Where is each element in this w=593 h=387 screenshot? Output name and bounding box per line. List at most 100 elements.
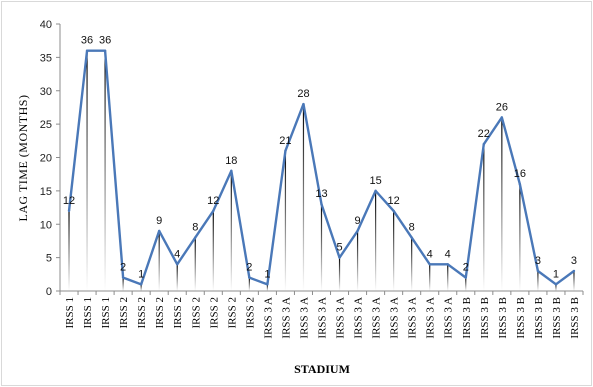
- x-tick-label: IRSS 3 B: [461, 297, 473, 339]
- data-point: [338, 256, 341, 259]
- x-axis: IRSS 1 IRSS 1 IRSS 1 IRSS 2 IRSS 2 IRSS 2 IRSS…: [59, 290, 584, 339]
- drop-line: [447, 264, 449, 291]
- x-axis-title: STADIUM: [294, 362, 350, 376]
- data-label: 4: [427, 248, 433, 260]
- x-tick-label: IRSS 2: [226, 297, 238, 329]
- data-point: [500, 116, 504, 119]
- data-point: [121, 276, 125, 279]
- data-point: [139, 283, 143, 286]
- x-tick-label: IRSS 3 A: [298, 297, 310, 339]
- data-point: [482, 142, 486, 146]
- data-point: [428, 263, 431, 266]
- x-tick-label: IRSS 3 A: [407, 297, 419, 339]
- data-point: [85, 49, 89, 52]
- data-point: [67, 209, 71, 213]
- data-label: 21: [279, 135, 291, 147]
- drop-line: [266, 284, 268, 291]
- drop-lines: [68, 50, 575, 292]
- data-label: 1: [138, 268, 144, 280]
- data-label: 22: [478, 128, 490, 140]
- data-label: 36: [99, 35, 111, 47]
- data-point: [572, 269, 576, 273]
- data-label: 4: [445, 248, 451, 260]
- y-tick-label: 15: [40, 186, 52, 198]
- x-tick-label: IRSS 2: [208, 297, 220, 329]
- x-tick-label: IRSS 3 B: [515, 297, 527, 339]
- data-point: [536, 269, 540, 273]
- y-tick-label: 35: [40, 52, 52, 64]
- x-tick-label: IRSS 3 A: [280, 297, 292, 339]
- data-label: 26: [496, 101, 508, 113]
- data-point: [392, 209, 395, 213]
- data-label: 1: [264, 268, 270, 280]
- data-label: 8: [192, 222, 198, 234]
- data-point: [374, 189, 377, 193]
- data-label: 1: [553, 268, 559, 280]
- data-point: [103, 49, 107, 52]
- drop-line: [176, 264, 178, 291]
- drop-line: [158, 230, 160, 291]
- x-tick-label: IRSS 3 A: [335, 297, 347, 339]
- x-tick-label: IRSS 2: [136, 297, 148, 329]
- drop-line: [86, 50, 88, 292]
- x-tick-label: IRSS 1: [82, 297, 94, 329]
- data-point: [157, 229, 161, 233]
- data-point: [446, 263, 449, 266]
- x-tick-label: IRSS 1: [100, 297, 112, 329]
- data-point: [176, 263, 179, 266]
- drop-line: [140, 284, 142, 291]
- data-label: 9: [355, 215, 361, 227]
- data-label: 12: [207, 195, 219, 207]
- x-tick-label: IRSS 3 A: [371, 297, 383, 339]
- x-tick-label: IRSS 3 A: [262, 297, 274, 339]
- drop-line: [230, 170, 232, 291]
- data-label: 3: [571, 255, 577, 267]
- x-tick-label: IRSS 3 B: [569, 297, 581, 339]
- data-point: [266, 283, 269, 286]
- data-label: 16: [514, 168, 526, 180]
- data-label: 36: [81, 35, 93, 47]
- y-axis-title: LAG TIME (MONTHS): [16, 95, 30, 222]
- drop-line: [302, 104, 305, 291]
- data-label: 8: [409, 222, 415, 234]
- x-tick-label: IRSS 2: [118, 297, 130, 329]
- data-point: [230, 169, 233, 173]
- drop-line: [375, 190, 377, 291]
- y-tick-label: 5: [46, 253, 52, 265]
- data-label: 5: [336, 242, 342, 254]
- drop-line: [573, 270, 575, 291]
- drop-line: [356, 230, 359, 291]
- drop-line: [519, 184, 521, 291]
- data-label: 18: [225, 155, 237, 167]
- drop-line: [393, 210, 395, 291]
- data-point: [464, 276, 467, 279]
- x-tick-label: IRSS 3 A: [425, 297, 437, 339]
- data-point: [194, 236, 197, 239]
- x-tick-label: IRSS 3 A: [443, 297, 455, 339]
- drop-line: [248, 277, 250, 291]
- drop-line: [429, 264, 431, 291]
- x-tick-label: IRSS 2: [172, 297, 184, 329]
- y-tick-label: 25: [40, 119, 52, 131]
- drop-line: [68, 210, 70, 291]
- x-tick-label: IRSS 3 B: [497, 297, 509, 339]
- data-label: 2: [463, 262, 469, 274]
- data-point: [284, 149, 287, 153]
- data-label: 2: [246, 262, 252, 274]
- y-tick-label: 0: [46, 286, 52, 298]
- drop-line: [338, 257, 341, 291]
- data-label: 3: [535, 255, 541, 267]
- x-tick-label: IRSS 2: [154, 297, 166, 329]
- x-tick-label: IRSS 2: [244, 297, 256, 329]
- data-point: [518, 183, 522, 186]
- data-label: 28: [297, 88, 309, 100]
- data-point: [212, 209, 215, 213]
- data-point: [554, 283, 558, 286]
- drop-line: [555, 284, 557, 291]
- data-label: 4: [174, 248, 180, 260]
- x-tick-label: IRSS 1: [64, 297, 76, 329]
- drop-line: [212, 210, 214, 291]
- drop-line: [501, 117, 503, 291]
